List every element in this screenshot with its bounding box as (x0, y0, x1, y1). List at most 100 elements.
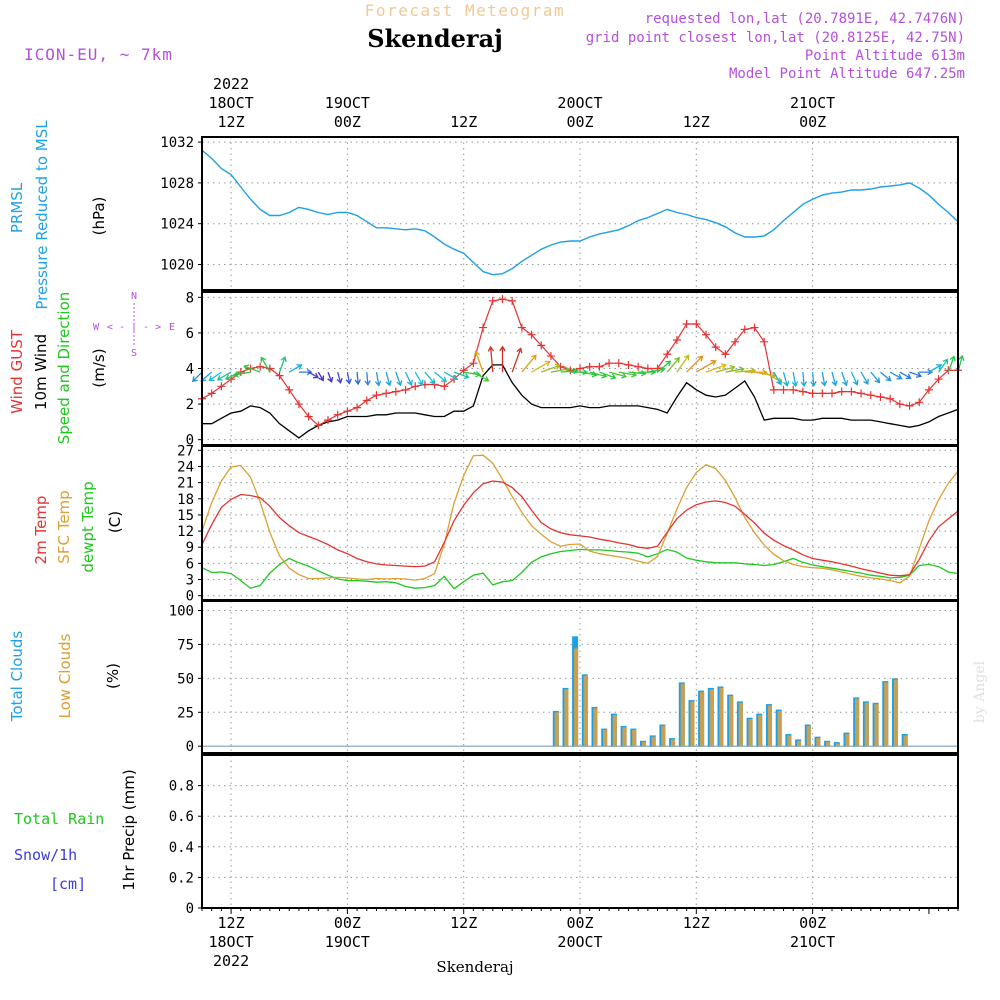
gust-marker (401, 385, 410, 394)
pressure-label-1: PRMSL (8, 182, 26, 233)
low-cloud-bar (583, 675, 588, 747)
panel-frame (201, 600, 959, 754)
y-tick-label: 6 (186, 326, 194, 342)
wind-arrow (860, 371, 869, 385)
wind-arrow (782, 371, 790, 387)
wind-arrow (487, 345, 495, 373)
model-label: ICON-EU, ~ 7km (24, 45, 173, 64)
sfc-temp-line (201, 454, 959, 584)
watermark: by Angel (972, 660, 988, 723)
wind-arrow (715, 364, 736, 373)
gust-marker (333, 410, 342, 419)
low-cloud-bar (806, 725, 811, 747)
y-tick-label: 27 (177, 443, 194, 459)
y-tick-label: 9 (186, 540, 194, 556)
wind-arrow (364, 372, 371, 387)
y-tick-label: 75 (177, 637, 194, 653)
low-cloud-bar (738, 702, 743, 747)
dewpt-line (201, 548, 959, 590)
low-cloud-bar (816, 738, 821, 747)
low-cloud-bar (709, 689, 714, 747)
wind-arrow (831, 371, 838, 387)
y-tick-label: 50 (177, 671, 194, 687)
wind-arrow (232, 371, 251, 378)
gust-marker (440, 382, 449, 391)
top-time-label: 12Z (450, 113, 477, 131)
y-tick-label: 0.8 (169, 779, 194, 795)
wind-arrow (628, 369, 647, 377)
location-title: Skenderaj (367, 24, 503, 53)
wind-arrow (511, 347, 523, 373)
wind-arrow (657, 360, 672, 373)
wind-arrow (216, 371, 232, 381)
gust-marker (837, 387, 846, 396)
y-tick-label: 4 (186, 362, 194, 378)
wind-arrow (317, 371, 325, 382)
wind-arrow (899, 371, 912, 380)
top-time-label: 12Z (683, 113, 710, 131)
compass-rose: N W E < - | - > S (93, 291, 175, 359)
wind-arrow (404, 371, 413, 386)
gust-marker (750, 323, 759, 332)
y-tick-label: 15 (177, 508, 194, 524)
gust-marker (643, 364, 652, 373)
gust-marker (537, 341, 546, 350)
gust-marker (353, 403, 362, 412)
low-cloud-bar (574, 648, 579, 747)
wind-arrow (608, 371, 628, 379)
wind-arrow (208, 371, 222, 382)
low-cloud-bar (777, 710, 782, 747)
low-cloud-bar (884, 682, 889, 747)
dewpt-label: dewpt Temp (79, 481, 97, 572)
clouds-panel-labels: Total Clouds Low Clouds (%) (8, 631, 122, 723)
gust-marker (595, 362, 604, 371)
low-cloud-bar (787, 735, 792, 747)
forecast-meteogram-title: Forecast Meteogram (365, 1, 565, 20)
total-rain-label: Total Rain (14, 810, 104, 828)
wind-arrow (434, 371, 447, 383)
gust-marker (682, 320, 691, 329)
bottom-time-label: 00Z (334, 914, 361, 932)
wind-arrow (424, 371, 436, 385)
wind-arrow (820, 371, 828, 387)
gust-marker (808, 389, 817, 398)
low-cloud-bar (554, 712, 559, 747)
gust-marker (576, 364, 584, 373)
low-clouds-label: Low Clouds (56, 633, 74, 718)
top-time-label: 20OCT (557, 94, 602, 112)
gust-marker (411, 382, 420, 391)
wind-arrow (889, 371, 903, 380)
gust-marker (207, 389, 216, 398)
gust-marker (915, 398, 924, 407)
low-cloud-bar (748, 719, 753, 747)
model-point-altitude: Model Point Altitude 647.25m (729, 66, 965, 82)
snow-label: Snow/1h (14, 846, 77, 864)
wind-arrow (938, 358, 949, 373)
y-tick-label: 0 (186, 739, 194, 755)
low-cloud-bar (651, 736, 656, 747)
wind-arrow (308, 371, 320, 379)
pressure-unit: (hPa) (90, 197, 108, 236)
low-cloud-bar (603, 729, 608, 747)
wind-arrow (791, 371, 799, 388)
gust-marker (828, 389, 836, 398)
gust-marker (924, 385, 933, 394)
wind-arrow (870, 371, 881, 384)
wind-arrow (647, 366, 666, 373)
temp2m-label: 2m Temp (32, 496, 50, 565)
low-cloud-bar (874, 704, 879, 747)
low-cloud-bar (835, 743, 840, 747)
low-cloud-bar (796, 740, 802, 747)
gust-marker (459, 366, 468, 375)
low-cloud-bar (612, 715, 617, 747)
wind-arrow (354, 372, 361, 386)
top-time-label: 21OCT (790, 94, 835, 112)
gust-marker (498, 295, 507, 304)
pressure-panel-labels: PRMSL Pressure Reduced to MSL (hPa) (8, 120, 108, 310)
wind-arrow (278, 355, 287, 373)
low-cloud-bar (845, 734, 850, 747)
gust-marker (818, 389, 827, 398)
gust-marker (760, 337, 769, 346)
gust-marker (779, 385, 788, 394)
precip-panel-labels: Total Rain Snow/1h [cm] 1hr Precip (mm) (14, 769, 138, 893)
